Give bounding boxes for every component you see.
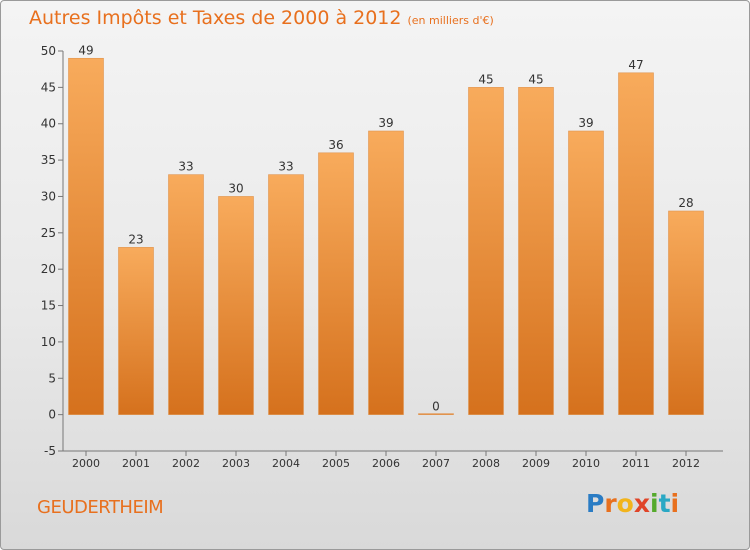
x-tick-label: 2012 bbox=[672, 457, 700, 470]
x-tick-label: 2006 bbox=[372, 457, 400, 470]
x-tick-label: 2004 bbox=[272, 457, 300, 470]
bar-2000 bbox=[68, 57, 104, 415]
chart-title-text: Autres Impôts et Taxes de 2000 à 2012 bbox=[29, 7, 402, 29]
logo-letter: t bbox=[658, 489, 671, 518]
bar-2003 bbox=[218, 196, 254, 415]
bar-2004 bbox=[268, 174, 304, 415]
y-tick-label: -5 bbox=[44, 444, 56, 458]
x-tick-label: 2000 bbox=[72, 457, 100, 470]
logo-letter: o bbox=[616, 489, 634, 518]
y-tick-label: 20 bbox=[41, 262, 56, 276]
y-tick-label: 5 bbox=[48, 371, 56, 385]
data-label-2008: 45 bbox=[478, 72, 493, 86]
logo-letter: i bbox=[670, 489, 680, 518]
data-label-2007: 0 bbox=[432, 400, 440, 414]
bar-2001 bbox=[118, 247, 154, 415]
bar-2010 bbox=[568, 130, 604, 415]
x-tick-label: 2011 bbox=[622, 457, 650, 470]
x-tick-label: 2002 bbox=[172, 457, 200, 470]
data-label-2004: 33 bbox=[278, 160, 293, 174]
y-tick-label: 10 bbox=[41, 335, 56, 349]
bar-2009 bbox=[518, 87, 554, 415]
bar-2007 bbox=[418, 413, 454, 415]
y-tick-label: 25 bbox=[41, 226, 56, 240]
data-label-2006: 39 bbox=[378, 116, 393, 130]
logo-letter: x bbox=[633, 489, 650, 518]
chart-unit: (en milliers d'€) bbox=[407, 14, 494, 27]
proxiti-logo: Proxiti bbox=[586, 489, 679, 518]
x-tick-label: 2007 bbox=[422, 457, 450, 470]
y-tick-label: 30 bbox=[41, 189, 56, 203]
chart-title: Autres Impôts et Taxes de 2000 à 2012 (en… bbox=[29, 7, 494, 29]
logo-letter: r bbox=[604, 489, 617, 518]
bar-2005 bbox=[318, 152, 354, 415]
bar-2012 bbox=[668, 210, 704, 415]
data-label-2005: 36 bbox=[328, 138, 343, 152]
data-label-2011: 47 bbox=[628, 58, 643, 72]
place-name: GEUDERTHEIM bbox=[37, 497, 164, 518]
x-tick-label: 2005 bbox=[322, 457, 350, 470]
data-label-2010: 39 bbox=[578, 116, 593, 130]
y-tick-label: 15 bbox=[41, 299, 56, 313]
bar-2002 bbox=[168, 174, 204, 415]
logo-letter: P bbox=[586, 489, 605, 518]
x-tick-label: 2001 bbox=[122, 457, 150, 470]
y-tick-label: 40 bbox=[41, 117, 56, 131]
data-label-2001: 23 bbox=[128, 232, 143, 246]
data-label-2012: 28 bbox=[678, 196, 693, 210]
x-tick-label: 2003 bbox=[222, 457, 250, 470]
x-tick-label: 2010 bbox=[572, 457, 600, 470]
bar-2011 bbox=[618, 72, 654, 415]
bar-2006 bbox=[368, 130, 404, 415]
y-tick-label: 45 bbox=[41, 80, 56, 94]
x-tick-label: 2008 bbox=[472, 457, 500, 470]
bar-2008 bbox=[468, 87, 504, 415]
data-label-2003: 30 bbox=[228, 181, 243, 195]
y-tick-label: 35 bbox=[41, 153, 56, 167]
logo-letter: i bbox=[650, 489, 659, 518]
y-tick-label: 50 bbox=[41, 44, 56, 58]
x-tick-label: 2009 bbox=[522, 457, 550, 470]
data-label-2000: 49 bbox=[78, 43, 93, 57]
y-tick-label: 0 bbox=[48, 408, 56, 422]
data-label-2009: 45 bbox=[528, 72, 543, 86]
data-label-2002: 33 bbox=[178, 160, 193, 174]
